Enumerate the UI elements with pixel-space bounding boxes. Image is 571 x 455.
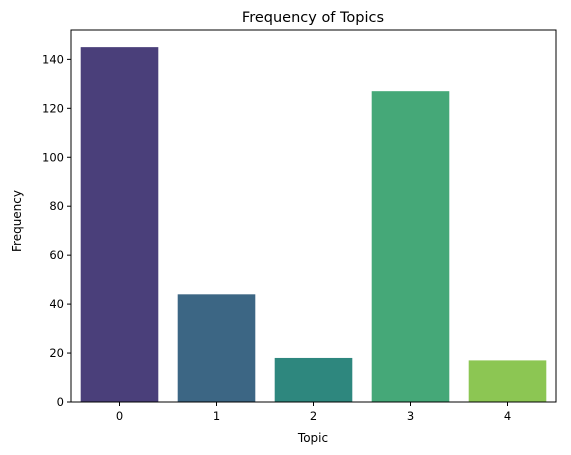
bar-topic-2 [274, 357, 353, 402]
chart-title: Frequency of Topics [242, 10, 384, 26]
y-axis-label: Frequency [10, 190, 24, 252]
y-tick-label: 80 [49, 199, 64, 213]
plot-frame [70, 29, 557, 403]
x-axis: 0 1 2 3 4 [116, 402, 511, 423]
y-tick-label: 120 [42, 101, 64, 115]
y-tick-label: 100 [42, 150, 64, 164]
y-tick-label: 60 [49, 248, 64, 262]
x-tick-label: 1 [213, 409, 220, 423]
x-tick-label: 2 [310, 409, 317, 423]
y-tick-label: 0 [57, 395, 64, 409]
y-tick-label: 40 [49, 297, 64, 311]
y-axis: 0 20 40 60 80 100 120 140 [42, 52, 71, 409]
y-tick-label: 20 [49, 346, 64, 360]
x-tick-label: 0 [116, 409, 123, 423]
bar-topic-4 [468, 360, 547, 402]
x-axis-label: Topic [297, 431, 328, 445]
x-tick-label: 4 [504, 409, 511, 423]
bar-topic-0 [80, 47, 159, 402]
bar-topic-1 [177, 294, 256, 402]
x-tick-label: 3 [407, 409, 414, 423]
y-tick-label: 140 [42, 52, 64, 66]
bars-group [80, 47, 547, 403]
bar-topic-3 [371, 91, 450, 403]
